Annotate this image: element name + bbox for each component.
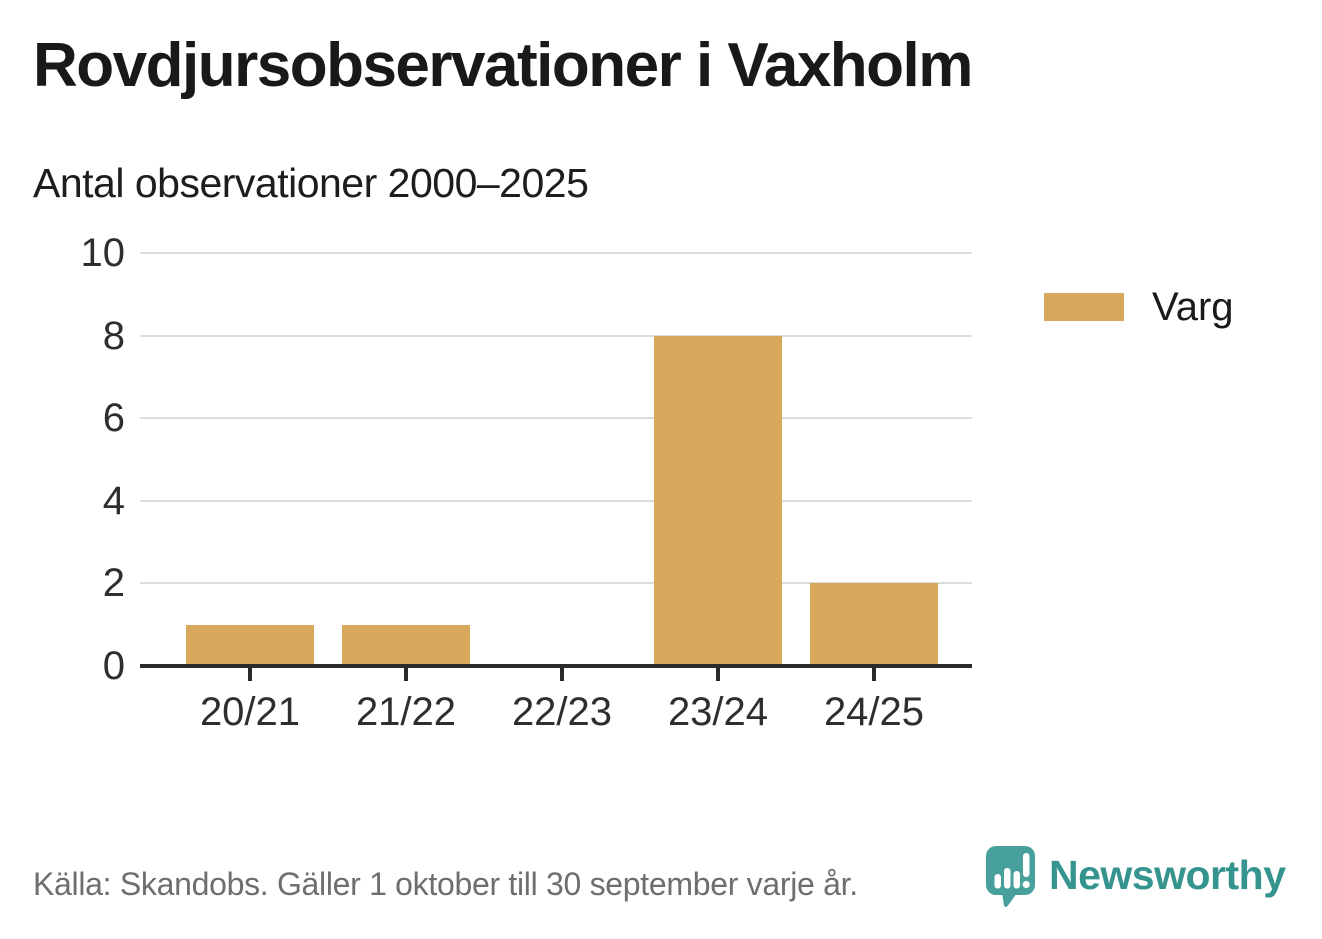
newsworthy-logo-icon	[986, 846, 1035, 908]
bar-21-22	[342, 624, 470, 666]
x-tick-mark-21-22	[404, 668, 408, 681]
x-tick-label-20-21: 20/21	[199, 690, 301, 734]
y-tick-label-8: 8	[102, 313, 125, 358]
legend-swatch-varg	[1044, 293, 1124, 321]
chart-title: Rovdjursobservationer i Vaxholm	[33, 31, 973, 100]
y-tick-label-4: 4	[102, 478, 125, 523]
bar-20-21	[186, 624, 314, 666]
source-text: Källa: Skandobs. Gäller 1 oktober till 3…	[33, 866, 858, 902]
newsworthy-wordmark: Newsworthy	[1049, 852, 1286, 898]
y-tick-label-6: 6	[102, 396, 125, 441]
x-axis: 20/21 21/22 22/23 23/24 24/25	[140, 666, 972, 746]
x-tick-label-23-24: 23/24	[667, 690, 769, 734]
gridline-8	[140, 334, 972, 337]
y-tick-label-2: 2	[102, 561, 125, 606]
x-tick-mark-20-21	[248, 668, 252, 681]
x-tick-mark-23-24	[716, 668, 720, 681]
x-tick-label-22-23: 22/23	[511, 690, 613, 734]
plot-area	[140, 252, 972, 668]
y-tick-label-10: 10	[80, 231, 126, 275]
bar-23-24	[654, 335, 782, 666]
gridline-4	[140, 499, 972, 502]
y-tick-label-0: 0	[102, 644, 125, 688]
x-axis-line	[140, 664, 972, 668]
x-tick-label-24-25: 24/25	[823, 690, 925, 734]
gridline-6	[140, 417, 972, 420]
x-tick-mark-24-25	[872, 668, 876, 681]
legend-label-varg: Varg	[1152, 285, 1234, 329]
legend: Varg	[1044, 285, 1234, 329]
x-tick-mark-22-23	[560, 668, 564, 681]
bar-24-25	[810, 583, 938, 666]
y-axis: 0 2 4 6 8 10	[0, 233, 126, 686]
x-tick-label-21-22: 21/22	[355, 690, 457, 734]
chart-subtitle: Antal observationer 2000–2025	[33, 160, 589, 206]
newsworthy-brand: Newsworthy	[983, 845, 1286, 909]
gridline-2	[140, 582, 972, 585]
gridline-10	[140, 252, 972, 254]
